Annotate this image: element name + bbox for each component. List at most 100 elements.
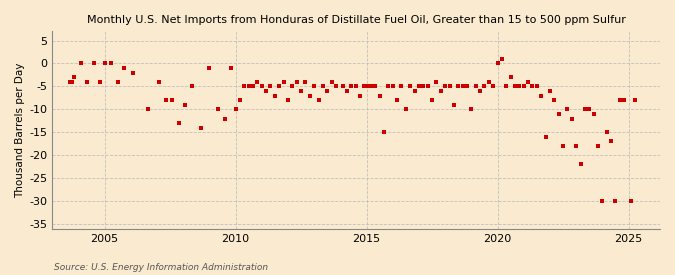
- Point: [470, 84, 481, 89]
- Point: [580, 107, 591, 112]
- Point: [387, 84, 398, 89]
- Point: [143, 107, 154, 112]
- Point: [571, 144, 582, 148]
- Point: [361, 84, 372, 89]
- Y-axis label: Thousand Barrels per Day: Thousand Barrels per Day: [15, 62, 25, 198]
- Point: [82, 79, 92, 84]
- Point: [593, 144, 603, 148]
- Point: [630, 98, 641, 102]
- Point: [614, 98, 625, 102]
- Point: [66, 79, 77, 84]
- Point: [112, 79, 123, 84]
- Point: [278, 79, 289, 84]
- Point: [119, 66, 130, 70]
- Point: [549, 98, 560, 102]
- Point: [359, 84, 370, 89]
- Point: [366, 84, 377, 89]
- Point: [427, 98, 437, 102]
- Point: [313, 98, 324, 102]
- Point: [423, 84, 433, 89]
- Point: [88, 61, 99, 66]
- Point: [287, 84, 298, 89]
- Point: [167, 98, 178, 102]
- Point: [204, 66, 215, 70]
- Point: [173, 121, 184, 125]
- Point: [326, 79, 337, 84]
- Point: [379, 130, 389, 134]
- Point: [566, 116, 577, 121]
- Point: [536, 94, 547, 98]
- Point: [453, 84, 464, 89]
- Point: [497, 57, 508, 61]
- Point: [331, 84, 342, 89]
- Point: [475, 89, 485, 93]
- Point: [342, 89, 352, 93]
- Point: [625, 199, 636, 203]
- Point: [518, 84, 529, 89]
- Point: [558, 144, 568, 148]
- Point: [444, 84, 455, 89]
- Point: [392, 98, 402, 102]
- Point: [418, 84, 429, 89]
- Point: [409, 89, 420, 93]
- Point: [75, 61, 86, 66]
- Point: [283, 98, 294, 102]
- Point: [619, 98, 630, 102]
- Point: [274, 84, 285, 89]
- Point: [300, 79, 310, 84]
- Point: [506, 75, 516, 79]
- Point: [269, 94, 280, 98]
- Point: [514, 84, 524, 89]
- Point: [230, 107, 241, 112]
- Point: [370, 84, 381, 89]
- Point: [308, 84, 319, 89]
- Point: [457, 84, 468, 89]
- Point: [597, 199, 608, 203]
- Point: [601, 130, 612, 134]
- Point: [527, 84, 538, 89]
- Point: [605, 139, 616, 144]
- Point: [374, 94, 385, 98]
- Title: Monthly U.S. Net Imports from Honduras of Distillate Fuel Oil, Greater than 15 t: Monthly U.S. Net Imports from Honduras o…: [86, 15, 626, 25]
- Point: [95, 79, 105, 84]
- Point: [562, 107, 573, 112]
- Point: [383, 84, 394, 89]
- Point: [522, 79, 533, 84]
- Point: [128, 70, 138, 75]
- Point: [466, 107, 477, 112]
- Point: [248, 84, 259, 89]
- Point: [545, 89, 556, 93]
- Point: [296, 89, 306, 93]
- Point: [510, 84, 520, 89]
- Point: [243, 84, 254, 89]
- Point: [396, 84, 407, 89]
- Point: [479, 84, 490, 89]
- Point: [322, 89, 333, 93]
- Point: [346, 84, 356, 89]
- Point: [414, 84, 425, 89]
- Point: [354, 94, 365, 98]
- Point: [106, 61, 117, 66]
- Point: [64, 79, 75, 84]
- Point: [462, 84, 472, 89]
- Point: [492, 61, 503, 66]
- Point: [304, 94, 315, 98]
- Point: [265, 84, 276, 89]
- Point: [219, 116, 230, 121]
- Point: [400, 107, 411, 112]
- Point: [213, 107, 223, 112]
- Point: [239, 84, 250, 89]
- Point: [180, 103, 191, 107]
- Point: [256, 84, 267, 89]
- Point: [483, 79, 494, 84]
- Point: [337, 84, 348, 89]
- Text: Source: U.S. Energy Information Administration: Source: U.S. Energy Information Administ…: [54, 263, 268, 272]
- Point: [575, 162, 586, 167]
- Point: [439, 84, 450, 89]
- Point: [99, 61, 110, 66]
- Point: [160, 98, 171, 102]
- Point: [488, 84, 499, 89]
- Point: [292, 79, 302, 84]
- Point: [234, 98, 245, 102]
- Point: [540, 135, 551, 139]
